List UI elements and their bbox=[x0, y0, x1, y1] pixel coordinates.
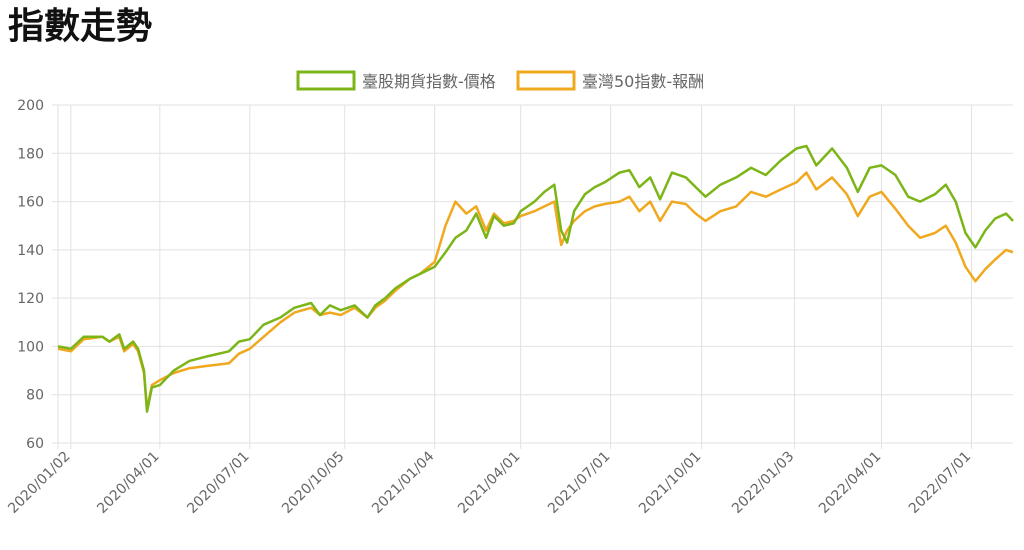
legend-swatch[interactable] bbox=[516, 70, 576, 91]
x-tick-label: 2021/01/04 bbox=[369, 448, 437, 516]
y-tick-label: 60 bbox=[26, 436, 44, 452]
x-tick-label: 2020/07/01 bbox=[184, 449, 252, 517]
series-line bbox=[57, 171, 1014, 411]
y-tick-label: 140 bbox=[17, 243, 44, 259]
chart-legend: 臺股期貨指數-價格 臺灣50指數-報酬 bbox=[296, 70, 704, 91]
legend-label[interactable]: 臺股期貨指數-價格 bbox=[362, 72, 496, 91]
chart-series bbox=[57, 144, 1014, 413]
chart-gridlines bbox=[52, 104, 1013, 449]
x-tick-label: 2022/04/01 bbox=[816, 449, 884, 517]
page-title: 指數走勢 bbox=[8, 6, 153, 47]
legend-label[interactable]: 臺灣50指數-報酬 bbox=[582, 72, 704, 91]
x-tick-label: 2022/07/01 bbox=[906, 449, 974, 517]
x-tick-label: 2020/01/02 bbox=[5, 449, 73, 517]
x-tick-label: 2020/10/05 bbox=[279, 449, 347, 517]
x-tick-label: 2020/04/01 bbox=[94, 449, 162, 517]
legend-swatch[interactable] bbox=[296, 70, 356, 91]
y-tick-label: 80 bbox=[26, 388, 44, 404]
x-tick-label: 2021/10/01 bbox=[636, 449, 704, 517]
chart-axes: 60 80 100 120 140 160 180 200 2020/01/02 2020/04/… bbox=[5, 98, 974, 517]
y-tick-label: 100 bbox=[17, 339, 44, 355]
y-tick-label: 120 bbox=[17, 291, 44, 307]
y-tick-label: 160 bbox=[17, 195, 44, 211]
y-tick-label: 200 bbox=[17, 98, 44, 114]
x-tick-label: 2021/07/01 bbox=[545, 449, 613, 517]
series-line bbox=[57, 144, 1014, 413]
x-tick-label: 2021/04/01 bbox=[455, 449, 523, 517]
y-tick-label: 180 bbox=[17, 146, 44, 162]
x-tick-label: 2022/01/03 bbox=[729, 449, 797, 517]
